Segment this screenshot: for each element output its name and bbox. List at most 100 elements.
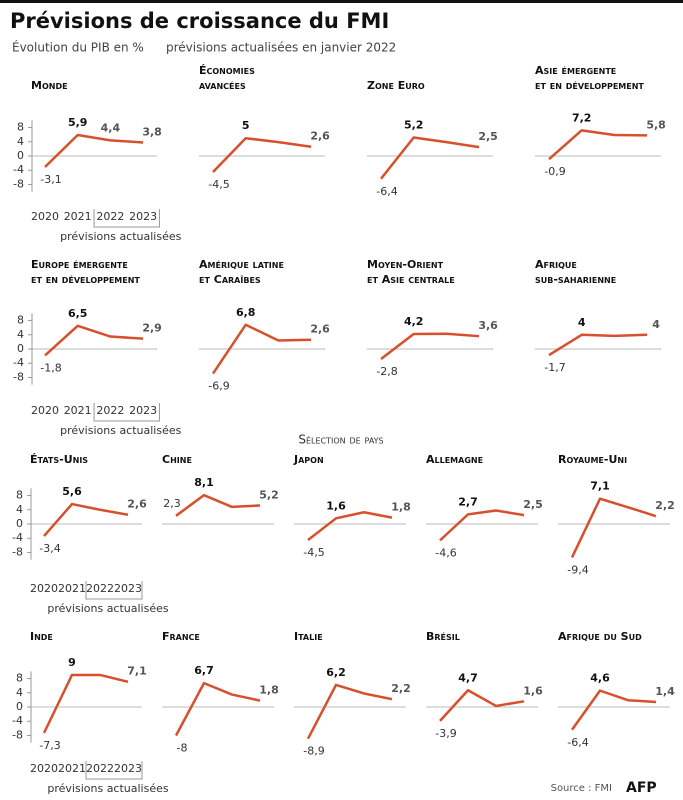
chart-title: Asie émergente [535, 64, 616, 77]
value-label: -8,9 [303, 745, 324, 758]
x-tick-label: 2021 [58, 582, 86, 595]
y-tick-label: -4 [13, 163, 24, 176]
chart-title: avancées [199, 79, 246, 92]
y-tick-label: 8 [16, 672, 23, 685]
chart-title: Italie [294, 630, 323, 643]
y-tick-label: 8 [17, 121, 24, 134]
value-label: 1,8 [391, 501, 411, 514]
data-line [42, 673, 129, 734]
x-tick-label: 2023 [114, 582, 142, 595]
y-tick-label: 4 [17, 135, 24, 148]
y-tick-label: -8 [12, 728, 23, 741]
chart-title: Inde [30, 630, 53, 643]
x-tick-label: 2020 [31, 210, 59, 223]
data-line [570, 497, 657, 559]
value-label: -4,5 [303, 546, 324, 559]
value-label: -3,4 [39, 542, 60, 555]
value-label: -1,7 [544, 361, 565, 374]
value-label: 2,5 [523, 498, 543, 511]
chart-title: et en développement [535, 79, 644, 92]
value-label: -3,1 [40, 173, 61, 186]
forecast-bracket [85, 581, 143, 600]
x-tick-label: 2023 [129, 404, 157, 417]
y-tick-label: -4 [12, 714, 23, 727]
value-label: -0,9 [544, 165, 565, 178]
value-label: 3,6 [478, 319, 498, 332]
value-label: 5,2 [404, 118, 424, 131]
forecast-bracket [93, 209, 160, 228]
value-label: 2,7 [458, 495, 478, 508]
subtitle: Évolution du PIB en % [12, 40, 144, 55]
data-line [439, 509, 525, 542]
source: Source : FMI [551, 783, 612, 794]
value-label: 1,6 [326, 499, 346, 512]
data-line [548, 129, 648, 161]
x-tick-label: 2023 [114, 762, 142, 775]
value-label: 4,4 [101, 121, 121, 134]
y-tick-label: 8 [16, 489, 23, 502]
y-tick-label: 8 [17, 314, 24, 327]
value-label: 2,6 [310, 130, 330, 143]
x-tick-label: 2023 [129, 210, 157, 223]
value-label: 2,6 [127, 498, 147, 511]
value-label: 8,1 [194, 476, 214, 489]
data-line [570, 689, 657, 731]
x-tick-label: 2020 [30, 762, 58, 775]
note: prévisions actualisées en janvier 2022 [166, 41, 396, 55]
x-tick-label: 2020 [31, 404, 59, 417]
chart-title: Afrique [535, 258, 577, 271]
chart-title: Brésil [426, 630, 460, 643]
forecast-label: prévisions actualisées [60, 424, 182, 437]
chart-title: et en développement [31, 273, 140, 286]
value-label: 2,6 [310, 323, 330, 336]
value-label: 5,8 [646, 118, 666, 131]
data-line [380, 332, 480, 360]
chart-title: Afrique du Sud [558, 630, 642, 643]
data-line [380, 136, 480, 180]
chart-title: Zone Euro [367, 79, 425, 92]
y-tick-label: -8 [12, 545, 23, 558]
value-label: -4,5 [208, 178, 229, 191]
value-label: 7,2 [572, 111, 592, 124]
x-tick-label: 2022 [86, 582, 114, 595]
value-label: 7,1 [590, 480, 610, 493]
y-tick-label: -8 [13, 370, 24, 383]
data-line [44, 133, 144, 168]
value-label: 1,6 [523, 684, 543, 697]
forecast-bracket [85, 761, 143, 780]
value-label: 6,8 [236, 306, 256, 319]
chart-title: sub-saharienne [535, 273, 616, 286]
y-tick-label: -4 [13, 356, 24, 369]
value-label: 5,9 [68, 116, 88, 129]
value-label: 4,6 [590, 672, 610, 685]
x-tick-label: 2022 [96, 404, 124, 417]
chart-title: Chine [162, 453, 192, 466]
x-tick-label: 2021 [58, 762, 86, 775]
value-label: -2,8 [376, 365, 397, 378]
value-label: 5,2 [259, 488, 279, 501]
value-label: 5,6 [62, 485, 82, 498]
value-label: 3,8 [142, 125, 162, 138]
y-tick-label: 4 [17, 328, 24, 341]
chart-title: Moyen-Orient [367, 258, 444, 271]
value-label: -4,6 [435, 546, 456, 559]
y-tick-label: 0 [17, 149, 24, 162]
y-tick-label: -8 [13, 177, 24, 190]
chart-title: et Asie centrale [367, 273, 455, 286]
value-label: 2,9 [142, 322, 162, 335]
chart-title: Europe émergente [31, 258, 128, 271]
chart-title: Économies [199, 64, 255, 77]
chart-title: Royaume-Uni [558, 453, 627, 466]
chart-title: Monde [31, 79, 68, 92]
forecast-label: prévisions actualisées [60, 230, 182, 243]
value-label: -1,8 [40, 361, 61, 374]
chart-title: Japon [293, 453, 324, 466]
value-label: 2,2 [391, 682, 411, 695]
value-label: 6,2 [326, 666, 346, 679]
x-tick-label: 2022 [96, 210, 124, 223]
forecast-bracket [93, 403, 160, 422]
forecast-label: prévisions actualisées [47, 782, 169, 795]
y-tick-label: 0 [17, 342, 24, 355]
y-tick-label: 4 [16, 686, 23, 699]
value-label: 1,8 [259, 684, 279, 697]
